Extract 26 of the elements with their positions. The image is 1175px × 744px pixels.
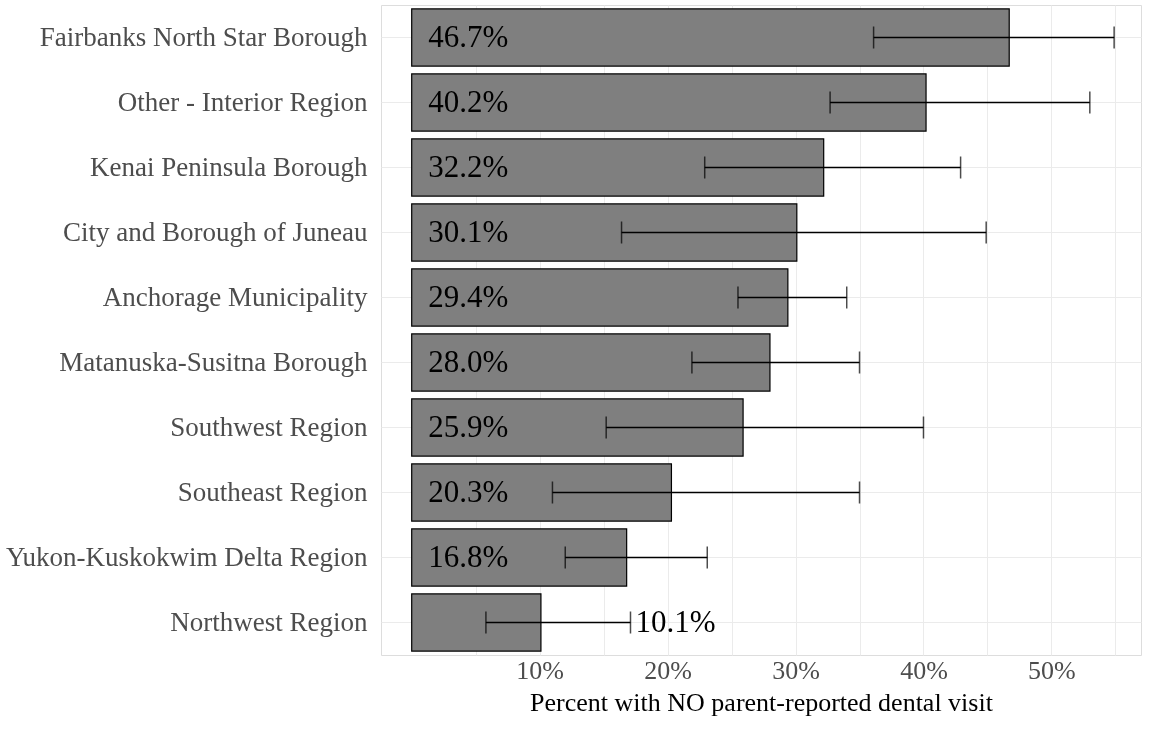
data-label: 30.1% bbox=[428, 213, 509, 249]
data-label: 20.3% bbox=[428, 473, 509, 509]
y-tick-label: Southeast Region bbox=[177, 476, 368, 507]
y-tick-label: Fairbanks North Star Borough bbox=[39, 21, 368, 52]
y-tick-label: Other - Interior Region bbox=[117, 86, 368, 117]
y-tick-label: Kenai Peninsula Borough bbox=[90, 151, 368, 182]
y-tick-label: Matanuska-Susitna Borough bbox=[59, 346, 368, 377]
x-tick-label: 20% bbox=[644, 655, 692, 685]
x-tick-label: 10% bbox=[516, 655, 564, 685]
data-label: 16.8% bbox=[428, 538, 509, 574]
x-tick-label: 30% bbox=[772, 655, 820, 685]
x-tick-label: 50% bbox=[1028, 655, 1076, 685]
y-tick-label: City and Borough of Juneau bbox=[63, 216, 368, 247]
data-label: 29.4% bbox=[428, 278, 509, 314]
y-tick-label: Anchorage Municipality bbox=[102, 281, 368, 312]
data-label: 25.9% bbox=[428, 408, 509, 444]
y-tick-label: Yukon-Kuskokwim Delta Region bbox=[6, 541, 368, 572]
y-tick-label: Northwest Region bbox=[170, 606, 368, 637]
data-label: 46.7% bbox=[428, 18, 509, 54]
data-label: 40.2% bbox=[428, 83, 509, 119]
data-label: 28.0% bbox=[428, 343, 509, 379]
x-tick-label: 40% bbox=[900, 655, 948, 685]
data-label: 32.2% bbox=[428, 148, 509, 184]
y-tick-label: Southwest Region bbox=[170, 411, 368, 442]
data-label: 10.1% bbox=[635, 603, 716, 639]
x-axis-title: Percent with NO parent-reported dental visit bbox=[530, 687, 994, 717]
